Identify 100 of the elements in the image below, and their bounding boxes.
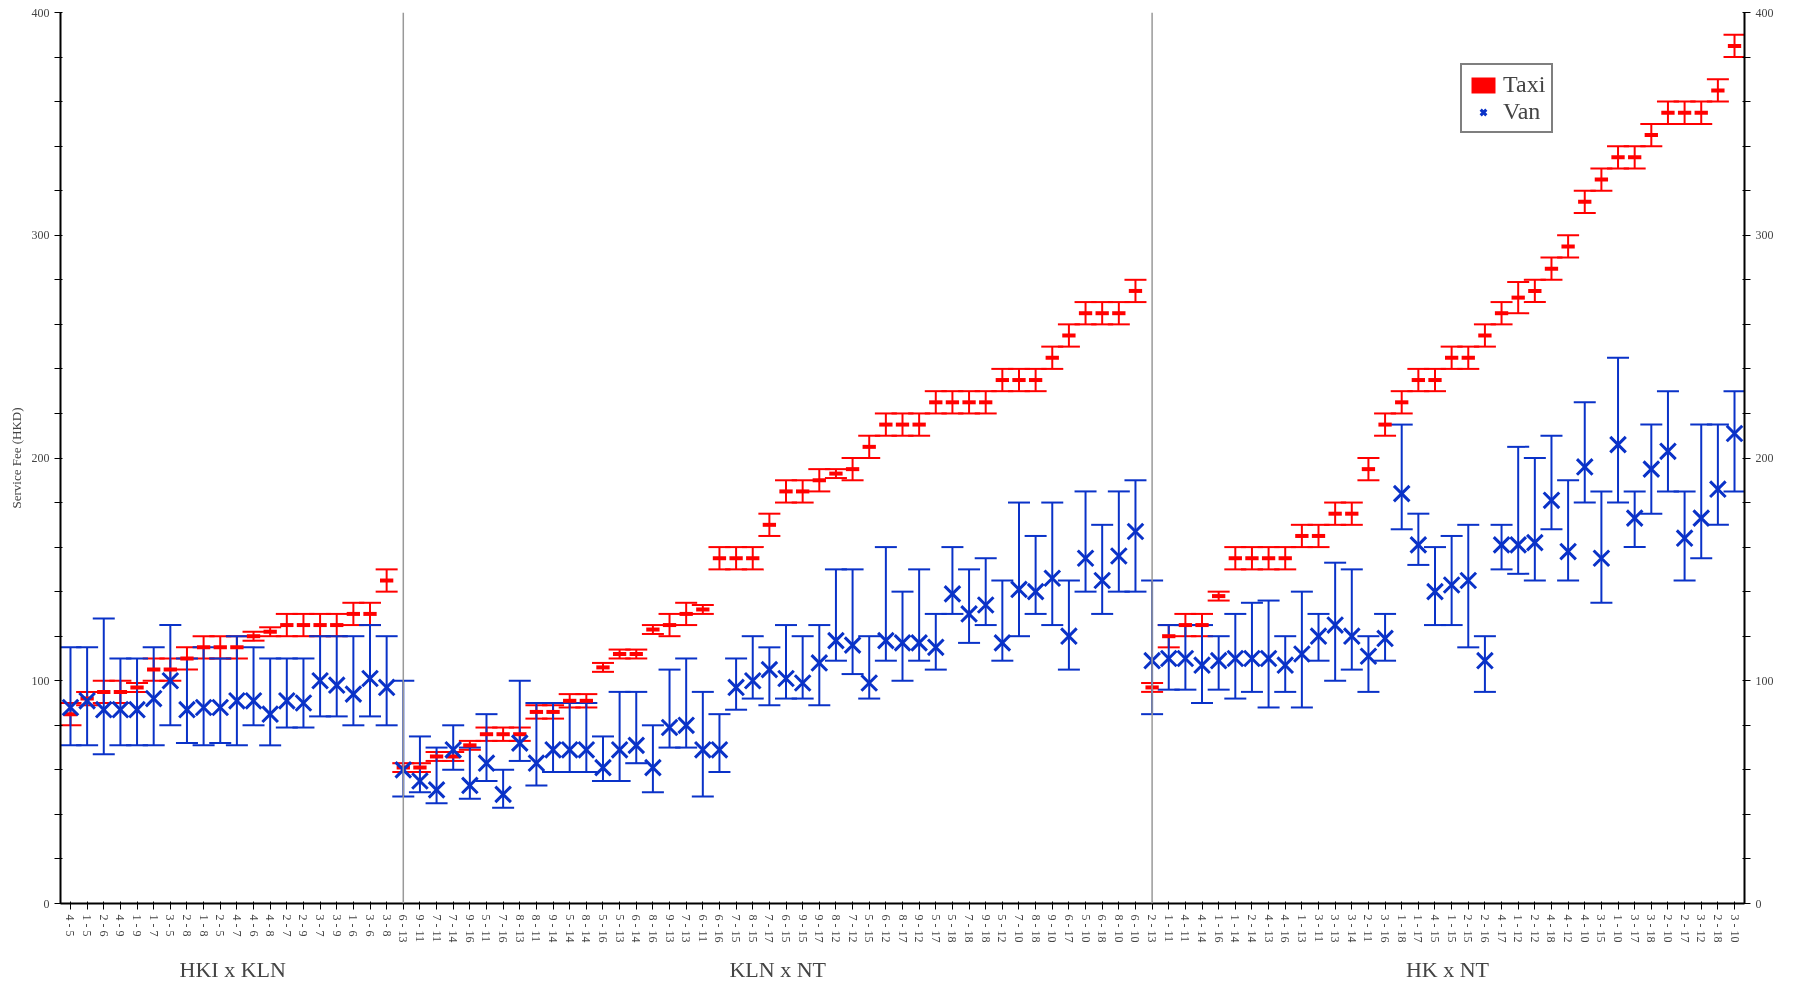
- x-tick-label: 8 - 16: [645, 914, 660, 943]
- x-tick-label: 1 - 11: [1161, 914, 1176, 943]
- x-tick-label: 2 - 9: [296, 914, 311, 937]
- x-tick-label: 7 - 17: [762, 914, 777, 943]
- x-tick-label: 4 - 18: [1544, 914, 1559, 943]
- x-tick-label: 3 - 10: [1727, 914, 1742, 943]
- x-tick-label: 5 - 10: [1078, 914, 1093, 943]
- x-tick-label: 8 - 13: [512, 914, 527, 943]
- x-tick-label: 1 - 6: [346, 914, 361, 937]
- x-tick-label: 6 - 13: [396, 914, 411, 943]
- x-tick-label: 1 - 8: [196, 914, 211, 937]
- x-tick-label: 2 - 10: [1660, 914, 1675, 943]
- x-tick-label: 3 - 8: [379, 914, 394, 937]
- x-tick-label: 3 - 12: [1694, 914, 1709, 943]
- x-tick-label: 8 - 18: [1028, 914, 1043, 943]
- x-tick-label: 1 - 5: [80, 914, 95, 937]
- x-tick-label: 1 - 9: [130, 914, 145, 937]
- x-tick-label: 7 - 16: [496, 914, 511, 943]
- x-tick-label: 3 - 9: [329, 914, 344, 937]
- x-tick-label: 3 - 6: [363, 914, 378, 937]
- x-tick-label: 1 - 16: [1211, 914, 1226, 943]
- x-tick-label: 6 - 18: [1095, 914, 1110, 943]
- x-tick-label: 3 - 13: [1328, 914, 1343, 943]
- x-tick-label: 2 - 12: [1527, 914, 1542, 943]
- x-tick-label: 7 - 13: [679, 914, 694, 943]
- x-tick-label: 4 - 12: [1561, 914, 1576, 943]
- x-tick-label: 2 - 11: [1361, 914, 1376, 943]
- x-tick-label: 6 - 14: [629, 914, 644, 943]
- x-tick-label: 5 - 15: [862, 914, 877, 943]
- x-tick-label: 4 - 17: [1494, 914, 1509, 943]
- x-tick-label: 7 - 14: [446, 914, 461, 943]
- x-tick-label: 8 - 14: [579, 914, 594, 943]
- x-tick-label: 4 - 16: [1278, 914, 1293, 943]
- y2-tick-label: 200: [1755, 451, 1774, 465]
- y-tick-label: 100: [31, 673, 50, 688]
- x-tick-label: 8 - 11: [529, 914, 544, 943]
- x-tick-label: 9 - 13: [662, 914, 677, 943]
- x-tick-label: 6 - 12: [878, 914, 893, 943]
- y2-tick-label: 100: [1755, 673, 1774, 688]
- x-tick-label: 3 - 14: [1344, 914, 1359, 943]
- x-tick-label: 8 - 15: [745, 914, 760, 943]
- y2-tick-label: 300: [1755, 228, 1774, 243]
- x-tick-label: 6 - 17: [1061, 914, 1076, 943]
- x-tick-label: 2 - 8: [179, 914, 194, 937]
- x-tick-label: 4 - 5: [63, 914, 78, 937]
- x-tick-label: 9 - 16: [462, 914, 477, 943]
- x-tick-label: 5 - 16: [595, 914, 610, 943]
- x-tick-label: 4 - 9: [113, 914, 128, 937]
- x-tick-label: 3 - 11: [1311, 914, 1326, 943]
- text: HK x NT: [1405, 956, 1490, 982]
- y2-tick-label: 400: [1755, 5, 1774, 20]
- x-tick-label: 1 - 18: [1394, 914, 1409, 943]
- x-tick-label: 4 - 7: [229, 914, 244, 937]
- x-tick-label: 4 - 10: [1577, 914, 1592, 943]
- x-tick-label: 6 - 16: [712, 914, 727, 943]
- x-tick-label: 7 - 11: [429, 914, 444, 943]
- x-tick-label: 3 - 17: [1627, 914, 1642, 943]
- x-tick-label: 5 - 11: [479, 914, 494, 943]
- y-tick-label: 200: [31, 451, 50, 465]
- x-tick-label: 8 - 10: [1111, 914, 1126, 943]
- x-tick-label: 1 - 17: [1411, 914, 1426, 943]
- x-tick-label: 9 - 10: [1045, 914, 1060, 943]
- x-tick-label: 9 - 14: [546, 914, 561, 943]
- x-tick-label: 3 - 15: [1594, 914, 1609, 943]
- x-tick-label: 4 - 11: [1178, 914, 1193, 943]
- x-tick-label: 3 - 18: [1644, 914, 1659, 943]
- x-tick-label: 9 - 15: [795, 914, 810, 943]
- x-tick-label: 2 - 14: [1244, 914, 1259, 943]
- x-tick-label: 1 - 13: [1294, 914, 1309, 943]
- x-tick-label: 9 - 17: [812, 914, 827, 943]
- y2-tick-label: 0: [1755, 896, 1762, 911]
- x-tick-label: 2 - 16: [1477, 914, 1492, 943]
- x-tick-label: 1 - 12: [1511, 914, 1526, 943]
- x-tick-label: 3 - 5: [163, 914, 178, 937]
- text: KLN x NT: [729, 956, 827, 982]
- x-tick-label: 6 - 11: [695, 914, 710, 943]
- x-tick-label: 2 - 17: [1677, 914, 1692, 943]
- x-tick-label: 6 - 10: [1128, 914, 1143, 943]
- y-tick-label: 0: [43, 896, 50, 911]
- x-tick-label: 2 - 18: [1710, 914, 1725, 943]
- x-tick-label: 8 - 12: [828, 914, 843, 943]
- legend-label: Van: [1503, 98, 1541, 125]
- x-tick-label: 4 - 14: [1195, 914, 1210, 943]
- x-tick-label: 1 - 7: [146, 914, 161, 937]
- x-tick-label: 3 - 16: [1378, 914, 1393, 943]
- x-tick-label: 4 - 8: [263, 914, 278, 937]
- y-tick-label: 300: [31, 228, 50, 243]
- x-tick-label: 1 - 14: [1228, 914, 1243, 943]
- x-tick-label: 2 - 15: [1461, 914, 1476, 943]
- x-tick-label: 1 - 15: [1444, 914, 1459, 943]
- x-tick-label: 7 - 15: [729, 914, 744, 943]
- x-tick-label: 2 - 13: [1145, 914, 1160, 943]
- x-tick-label: 2 - 5: [213, 914, 228, 937]
- x-tick-label: 7 - 18: [962, 914, 977, 943]
- x-tick-label: 5 - 18: [945, 914, 960, 943]
- x-tick-label: 9 - 18: [978, 914, 993, 943]
- x-tick-label: 5 - 17: [928, 914, 943, 943]
- x-tick-label: 4 - 15: [1427, 914, 1442, 943]
- y-axis-title: Service Fee (HKD): [8, 407, 24, 509]
- x-tick-label: 3 - 7: [313, 914, 328, 937]
